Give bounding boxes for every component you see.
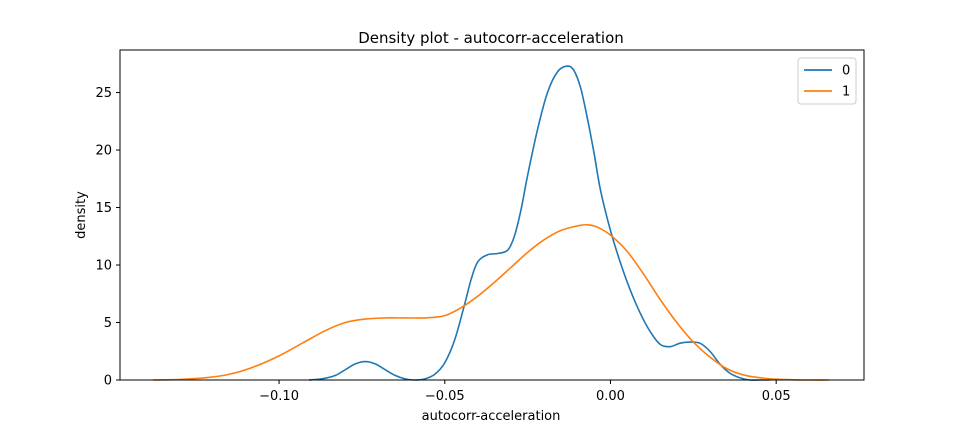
y-axis-label: density [74,191,89,239]
y-tick-label: 0 [104,374,112,389]
y-tick-label: 5 [104,316,112,331]
legend: 01 [797,57,857,105]
x-tick-label: 0.00 [596,389,625,404]
series-line-0 [308,65,770,381]
legend-label-1: 1 [842,85,850,100]
y-tick-label: 15 [95,201,112,216]
x-tick-label: 0.05 [762,389,791,404]
chart-title: Density plot - autocorr-acceleration [358,29,624,47]
x-axis-label: autocorr-acceleration [422,409,561,424]
axes-frame [119,49,865,381]
y-tick-label: 10 [95,259,112,274]
y-tick-label: 25 [95,86,112,101]
x-tick-label: −0.05 [425,389,465,404]
x-tick-label: −0.10 [259,389,299,404]
y-tick-label: 20 [95,144,112,159]
legend-label-0: 0 [842,64,850,79]
series-line-1 [153,223,830,381]
